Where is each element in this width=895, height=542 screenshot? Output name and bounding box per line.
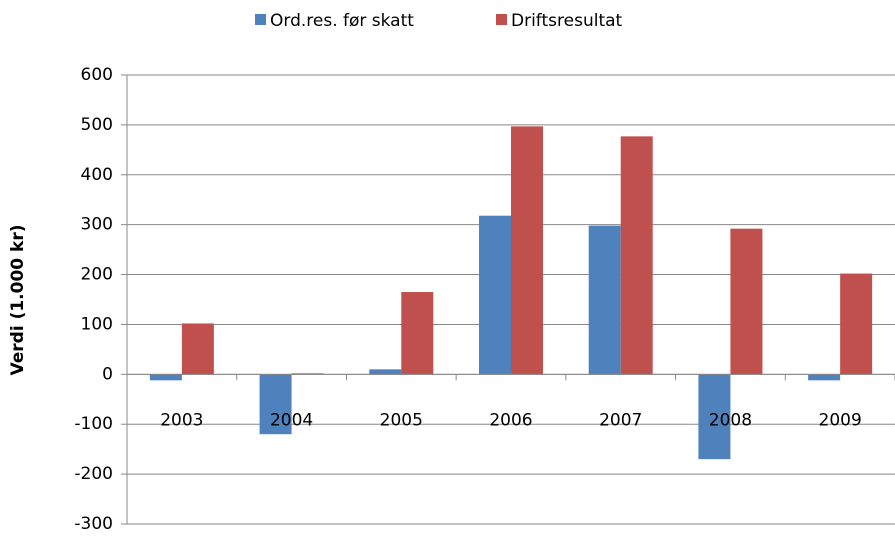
x-tick-label: 2007 <box>599 410 642 430</box>
bar <box>149 374 182 381</box>
bar <box>259 374 292 435</box>
bar <box>588 225 621 375</box>
legend-swatch <box>255 14 266 25</box>
bar <box>479 215 511 375</box>
bar <box>840 273 873 375</box>
bar <box>808 374 841 381</box>
bar <box>369 369 402 375</box>
x-tick-label: 2003 <box>160 410 203 430</box>
bar <box>401 292 434 375</box>
y-tick-label: 500 <box>81 115 113 135</box>
y-axis-label: Verdi (1.000 kr) <box>8 225 28 376</box>
bar <box>181 323 214 375</box>
legend-swatch <box>496 14 507 25</box>
y-tick-label: 200 <box>81 265 113 285</box>
legend-label: Driftsresultat <box>511 11 623 31</box>
y-tick-label: 0 <box>102 364 113 384</box>
y-tick-label: 400 <box>81 165 113 185</box>
y-tick-label: 300 <box>81 215 113 235</box>
x-tick-label: 2005 <box>380 410 423 430</box>
y-tick-label: -200 <box>74 464 113 484</box>
y-tick-label: -100 <box>74 414 113 434</box>
y-tick-label: -300 <box>74 514 113 534</box>
y-tick-label: 100 <box>81 314 113 334</box>
bar <box>698 374 731 460</box>
x-tick-label: 2009 <box>819 410 862 430</box>
x-tick-label: 2006 <box>489 410 532 430</box>
bar <box>620 136 653 375</box>
bar <box>511 126 543 375</box>
x-tick-label: 2008 <box>709 410 752 430</box>
bar <box>730 228 763 375</box>
y-tick-label: 600 <box>81 65 113 85</box>
x-tick-label: 2004 <box>270 410 313 430</box>
legend-label: Ord.res. før skatt <box>270 11 414 31</box>
